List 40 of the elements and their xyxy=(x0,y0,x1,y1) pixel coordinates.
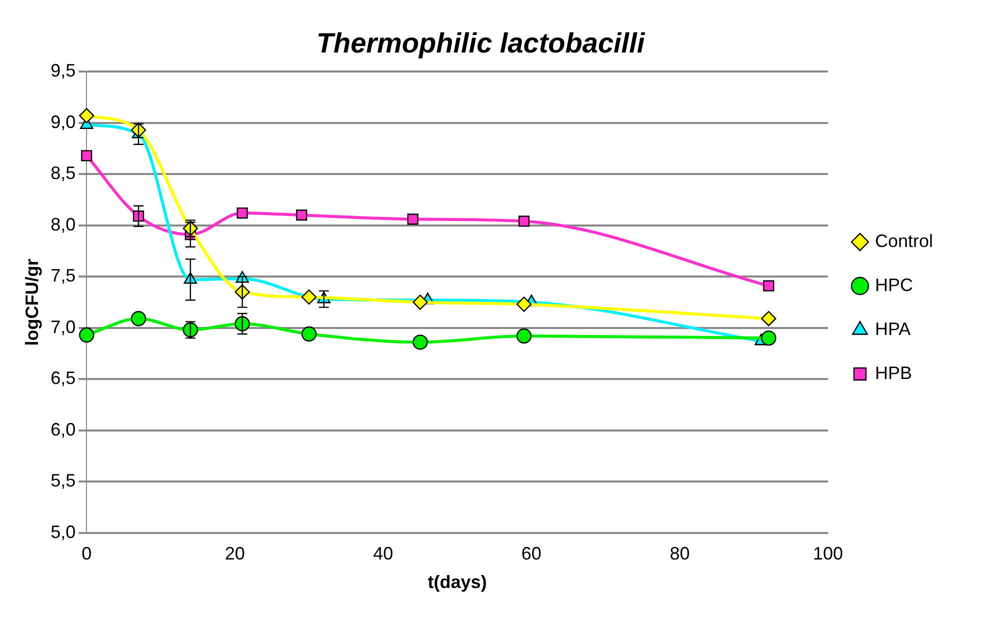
point xyxy=(516,328,532,344)
x-tick-label: 0 xyxy=(82,544,92,564)
x-axis-title: t(days) xyxy=(428,572,487,592)
point xyxy=(761,330,776,346)
y-tick-label: 6,5 xyxy=(50,368,76,388)
y-tick-label: 8,0 xyxy=(50,214,76,234)
x-tick-label: 40 xyxy=(373,544,394,564)
y-tick-label: 7,0 xyxy=(50,316,76,337)
chart-title: Thermophilic lactobacilli xyxy=(316,28,646,59)
point xyxy=(236,207,248,219)
y-tick-label: 9,0 xyxy=(50,112,76,132)
point xyxy=(301,289,317,305)
point xyxy=(407,214,418,225)
point xyxy=(516,296,532,312)
point xyxy=(130,311,146,326)
y-tick-label: 5,0 xyxy=(50,522,76,542)
legend-label: HPC xyxy=(874,274,913,295)
y-axis-title: logCFU/gr xyxy=(22,258,42,346)
y-tick-label: 5,5 xyxy=(50,470,76,491)
point xyxy=(79,108,94,124)
point xyxy=(79,327,94,343)
x-tick-label: 20 xyxy=(224,544,245,564)
x-tick-label: 80 xyxy=(670,544,690,564)
y-tick-label: 8,5 xyxy=(50,163,76,184)
y-tick-label: 7,5 xyxy=(50,266,76,286)
y-tick-label: 6,0 xyxy=(50,419,76,440)
point xyxy=(81,150,92,162)
point xyxy=(761,311,776,326)
point xyxy=(301,326,317,342)
point xyxy=(296,210,308,221)
x-tick-label: 60 xyxy=(521,544,542,564)
point xyxy=(412,334,428,350)
point xyxy=(412,294,428,310)
legend-label: Control xyxy=(874,230,934,251)
point xyxy=(518,216,530,227)
y-tick-label: 9,5 xyxy=(50,60,76,81)
legend-label: HPA xyxy=(874,318,911,339)
point xyxy=(763,280,774,292)
x-tick-label: 100 xyxy=(812,544,843,564)
legend-label: HPB xyxy=(874,362,912,383)
